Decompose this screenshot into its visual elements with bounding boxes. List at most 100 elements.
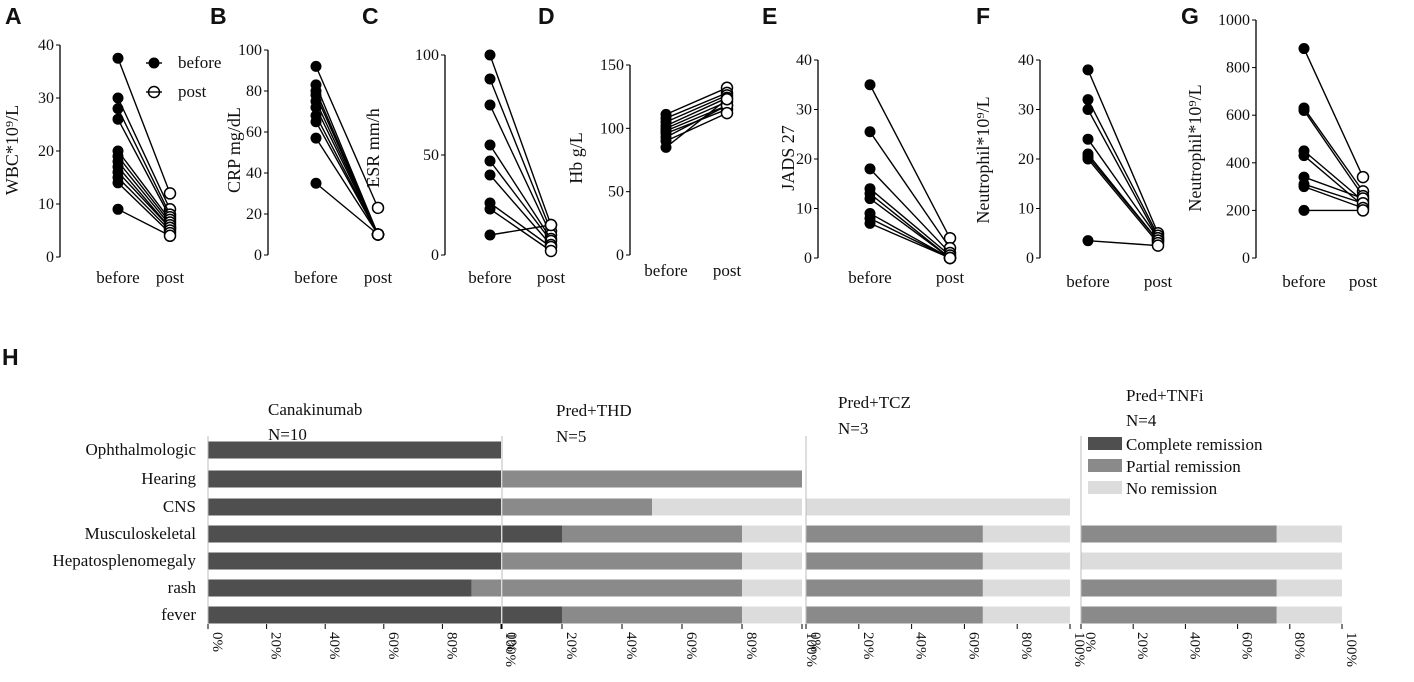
point-before [864, 79, 876, 91]
pair-line [1087, 239, 1159, 247]
row-label: rash [168, 578, 197, 597]
pair-line [1303, 183, 1364, 204]
pair-line [117, 57, 171, 194]
y-tick-label: 400 [1226, 155, 1250, 172]
pair-line [665, 87, 728, 116]
pair-line [1087, 156, 1159, 242]
pair-line [1087, 99, 1159, 237]
bar-segment [1276, 606, 1342, 624]
panel-letter: D [538, 3, 555, 29]
y-tick-label: 50 [608, 184, 624, 201]
bar-segment [982, 579, 1070, 597]
point-before [112, 203, 124, 215]
bar-segment [742, 552, 802, 570]
bar-segment [502, 525, 562, 543]
x-category-label: post [364, 268, 393, 287]
point-before [484, 73, 496, 85]
y-tick-label: 0 [616, 247, 624, 264]
pair-line [869, 84, 951, 239]
pair-line [665, 104, 728, 132]
pair-line [1303, 185, 1364, 209]
point-post [163, 229, 177, 243]
y-tick-label: 0 [431, 247, 439, 264]
y-tick-label: 10 [38, 196, 54, 213]
legend-label: Partial remission [1126, 457, 1241, 476]
bar-segment [1276, 579, 1342, 597]
legend-swatch [1088, 459, 1122, 472]
pair-line [1087, 69, 1159, 234]
bar-segment [208, 552, 501, 570]
panel-f: F 0 10 20 30 40 Neutrophil*10⁹/L before post [973, 3, 1172, 291]
point-before [310, 101, 322, 113]
bar-segment [562, 525, 742, 543]
y-tick-label: 100 [600, 120, 624, 137]
y-tick-label: 30 [796, 102, 812, 119]
pair-line [869, 222, 951, 259]
x-tick-label: 20% [860, 632, 876, 660]
bar-segment [806, 552, 983, 570]
x-category-label: before [1282, 272, 1325, 291]
x-category-label: before [1066, 272, 1109, 291]
point-before [864, 193, 876, 205]
point-post [720, 106, 734, 120]
bar-segment [208, 498, 501, 516]
bar-segment [806, 579, 983, 597]
bar-segment [502, 470, 802, 488]
group-n: N=3 [838, 419, 868, 438]
x-tick-label: 40% [326, 632, 342, 660]
y-tick-label: 0 [804, 250, 812, 267]
bar-segment [1276, 525, 1342, 543]
legend: Complete remission Partial remission No re… [1088, 435, 1263, 498]
panel-c: C 0 50 100 ESR mm/h before post [362, 3, 565, 287]
pair-line [489, 54, 552, 226]
pair-line [315, 121, 379, 235]
panel-g: G 0 200 400 600 800 1000 Neutrophil*10⁹/L before… [1181, 3, 1377, 291]
pair-line [869, 217, 951, 259]
point-before [864, 217, 876, 229]
point-before [484, 155, 496, 167]
pair-line [869, 198, 951, 259]
y-tick-label: 40 [38, 37, 54, 54]
point-before [1298, 43, 1310, 55]
x-tick-label: 40% [1186, 632, 1202, 660]
group-title: Pred+THD [556, 401, 632, 420]
point-before [1298, 204, 1310, 216]
pair-line [1087, 138, 1159, 239]
x-category-label: before [644, 261, 687, 280]
point-before [310, 132, 322, 144]
point-before [1082, 153, 1094, 165]
legend-label: Complete remission [1126, 435, 1263, 454]
pair-line [117, 182, 171, 234]
y-tick-label: 10 [1018, 201, 1034, 218]
pair-line [869, 168, 951, 254]
panel-letter: G [1181, 3, 1199, 29]
pair-line [117, 161, 171, 226]
pair-line [489, 160, 552, 242]
bar-segment [502, 498, 652, 516]
y-tick-label: 20 [246, 206, 262, 223]
pair-line [665, 112, 728, 142]
bar-segment [1081, 579, 1277, 597]
pair-line [869, 212, 951, 259]
bar-segment [208, 525, 501, 543]
pair-line [315, 182, 379, 236]
group-title: Pred+TCZ [838, 393, 911, 412]
x-category-label: before [848, 268, 891, 287]
x-category-label: post [1349, 272, 1378, 291]
pair-line [117, 171, 171, 229]
point-before [484, 203, 496, 215]
point-before [1298, 150, 1310, 162]
pair-line [117, 155, 171, 223]
pair-line [665, 98, 728, 148]
x-tick-label: 60% [385, 632, 401, 660]
x-tick-label: 60% [965, 632, 981, 660]
panel-d: D 0 50 100 150 Hb g/L before post [538, 3, 741, 280]
y-tick-label: 50 [423, 147, 439, 164]
x-tick-label: 0% [209, 632, 225, 652]
x-tick-label: 60% [683, 632, 699, 660]
pair-line [117, 177, 171, 231]
x-tick-label: 80% [1291, 632, 1307, 660]
bar-segment [742, 579, 802, 597]
x-category-label: before [468, 268, 511, 287]
point-before [112, 113, 124, 125]
